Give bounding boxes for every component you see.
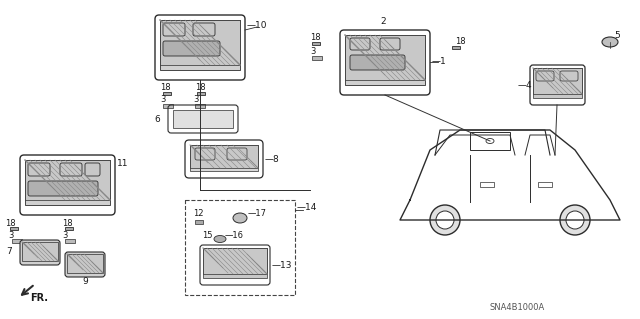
Text: 12: 12 (193, 210, 204, 219)
Bar (173, 110, 233, 128)
Text: —14: —14 (297, 204, 317, 212)
FancyBboxPatch shape (28, 181, 98, 196)
FancyBboxPatch shape (65, 252, 105, 277)
Bar (345, 35, 425, 85)
Ellipse shape (436, 211, 454, 229)
Text: 3: 3 (193, 95, 198, 105)
Bar (533, 68, 582, 98)
Text: —10: —10 (247, 20, 268, 29)
Bar (452, 46, 460, 49)
Text: 15: 15 (202, 231, 212, 240)
Text: —1: —1 (432, 57, 447, 66)
Bar (160, 20, 240, 70)
Bar (533, 68, 582, 94)
Text: 18: 18 (5, 219, 15, 227)
Text: 5: 5 (614, 31, 620, 40)
Text: 18: 18 (160, 84, 171, 93)
Text: —16: —16 (225, 231, 244, 240)
Bar (67, 254, 103, 273)
Ellipse shape (602, 37, 618, 47)
Bar (312, 42, 320, 45)
Text: —8: —8 (265, 154, 280, 164)
Text: FR.: FR. (30, 293, 48, 303)
Bar (12, 239, 22, 243)
Text: —13: —13 (272, 261, 292, 270)
Text: 18: 18 (195, 84, 205, 93)
Ellipse shape (214, 235, 226, 242)
Text: 3: 3 (8, 231, 13, 240)
Bar (195, 220, 203, 224)
Text: 11: 11 (117, 159, 129, 167)
Bar (345, 35, 425, 80)
Text: 6: 6 (154, 115, 160, 123)
Text: 18: 18 (455, 38, 466, 47)
Bar (25, 160, 110, 200)
Bar (25, 160, 110, 205)
Bar (190, 145, 258, 171)
Text: SNA4B1000A: SNA4B1000A (490, 303, 545, 313)
FancyBboxPatch shape (350, 55, 405, 70)
Text: 3: 3 (160, 95, 165, 105)
Text: —4: —4 (518, 80, 532, 90)
Bar (538, 182, 552, 187)
Bar (480, 182, 494, 187)
Bar (195, 104, 205, 108)
Text: 9: 9 (82, 278, 88, 286)
Text: 3: 3 (62, 231, 67, 240)
Text: 7: 7 (6, 248, 12, 256)
Ellipse shape (566, 211, 584, 229)
Bar (163, 104, 173, 108)
FancyBboxPatch shape (163, 41, 220, 56)
Bar (470, 132, 510, 150)
Bar (65, 227, 73, 230)
Ellipse shape (560, 205, 590, 235)
Text: 3: 3 (310, 48, 316, 56)
Bar (10, 227, 18, 230)
Bar (203, 248, 267, 274)
Ellipse shape (430, 205, 460, 235)
Bar (160, 20, 240, 65)
FancyBboxPatch shape (20, 240, 60, 265)
Text: 18: 18 (310, 33, 321, 42)
Text: 18: 18 (62, 219, 72, 227)
Bar (163, 92, 171, 95)
Bar (203, 248, 267, 278)
Text: —17: —17 (248, 210, 267, 219)
Text: 2: 2 (380, 18, 386, 26)
Bar (312, 56, 322, 60)
Bar (65, 239, 75, 243)
Ellipse shape (233, 213, 247, 223)
Bar (22, 242, 58, 261)
Bar (197, 92, 205, 95)
Bar (190, 145, 258, 168)
Bar (185, 200, 295, 295)
